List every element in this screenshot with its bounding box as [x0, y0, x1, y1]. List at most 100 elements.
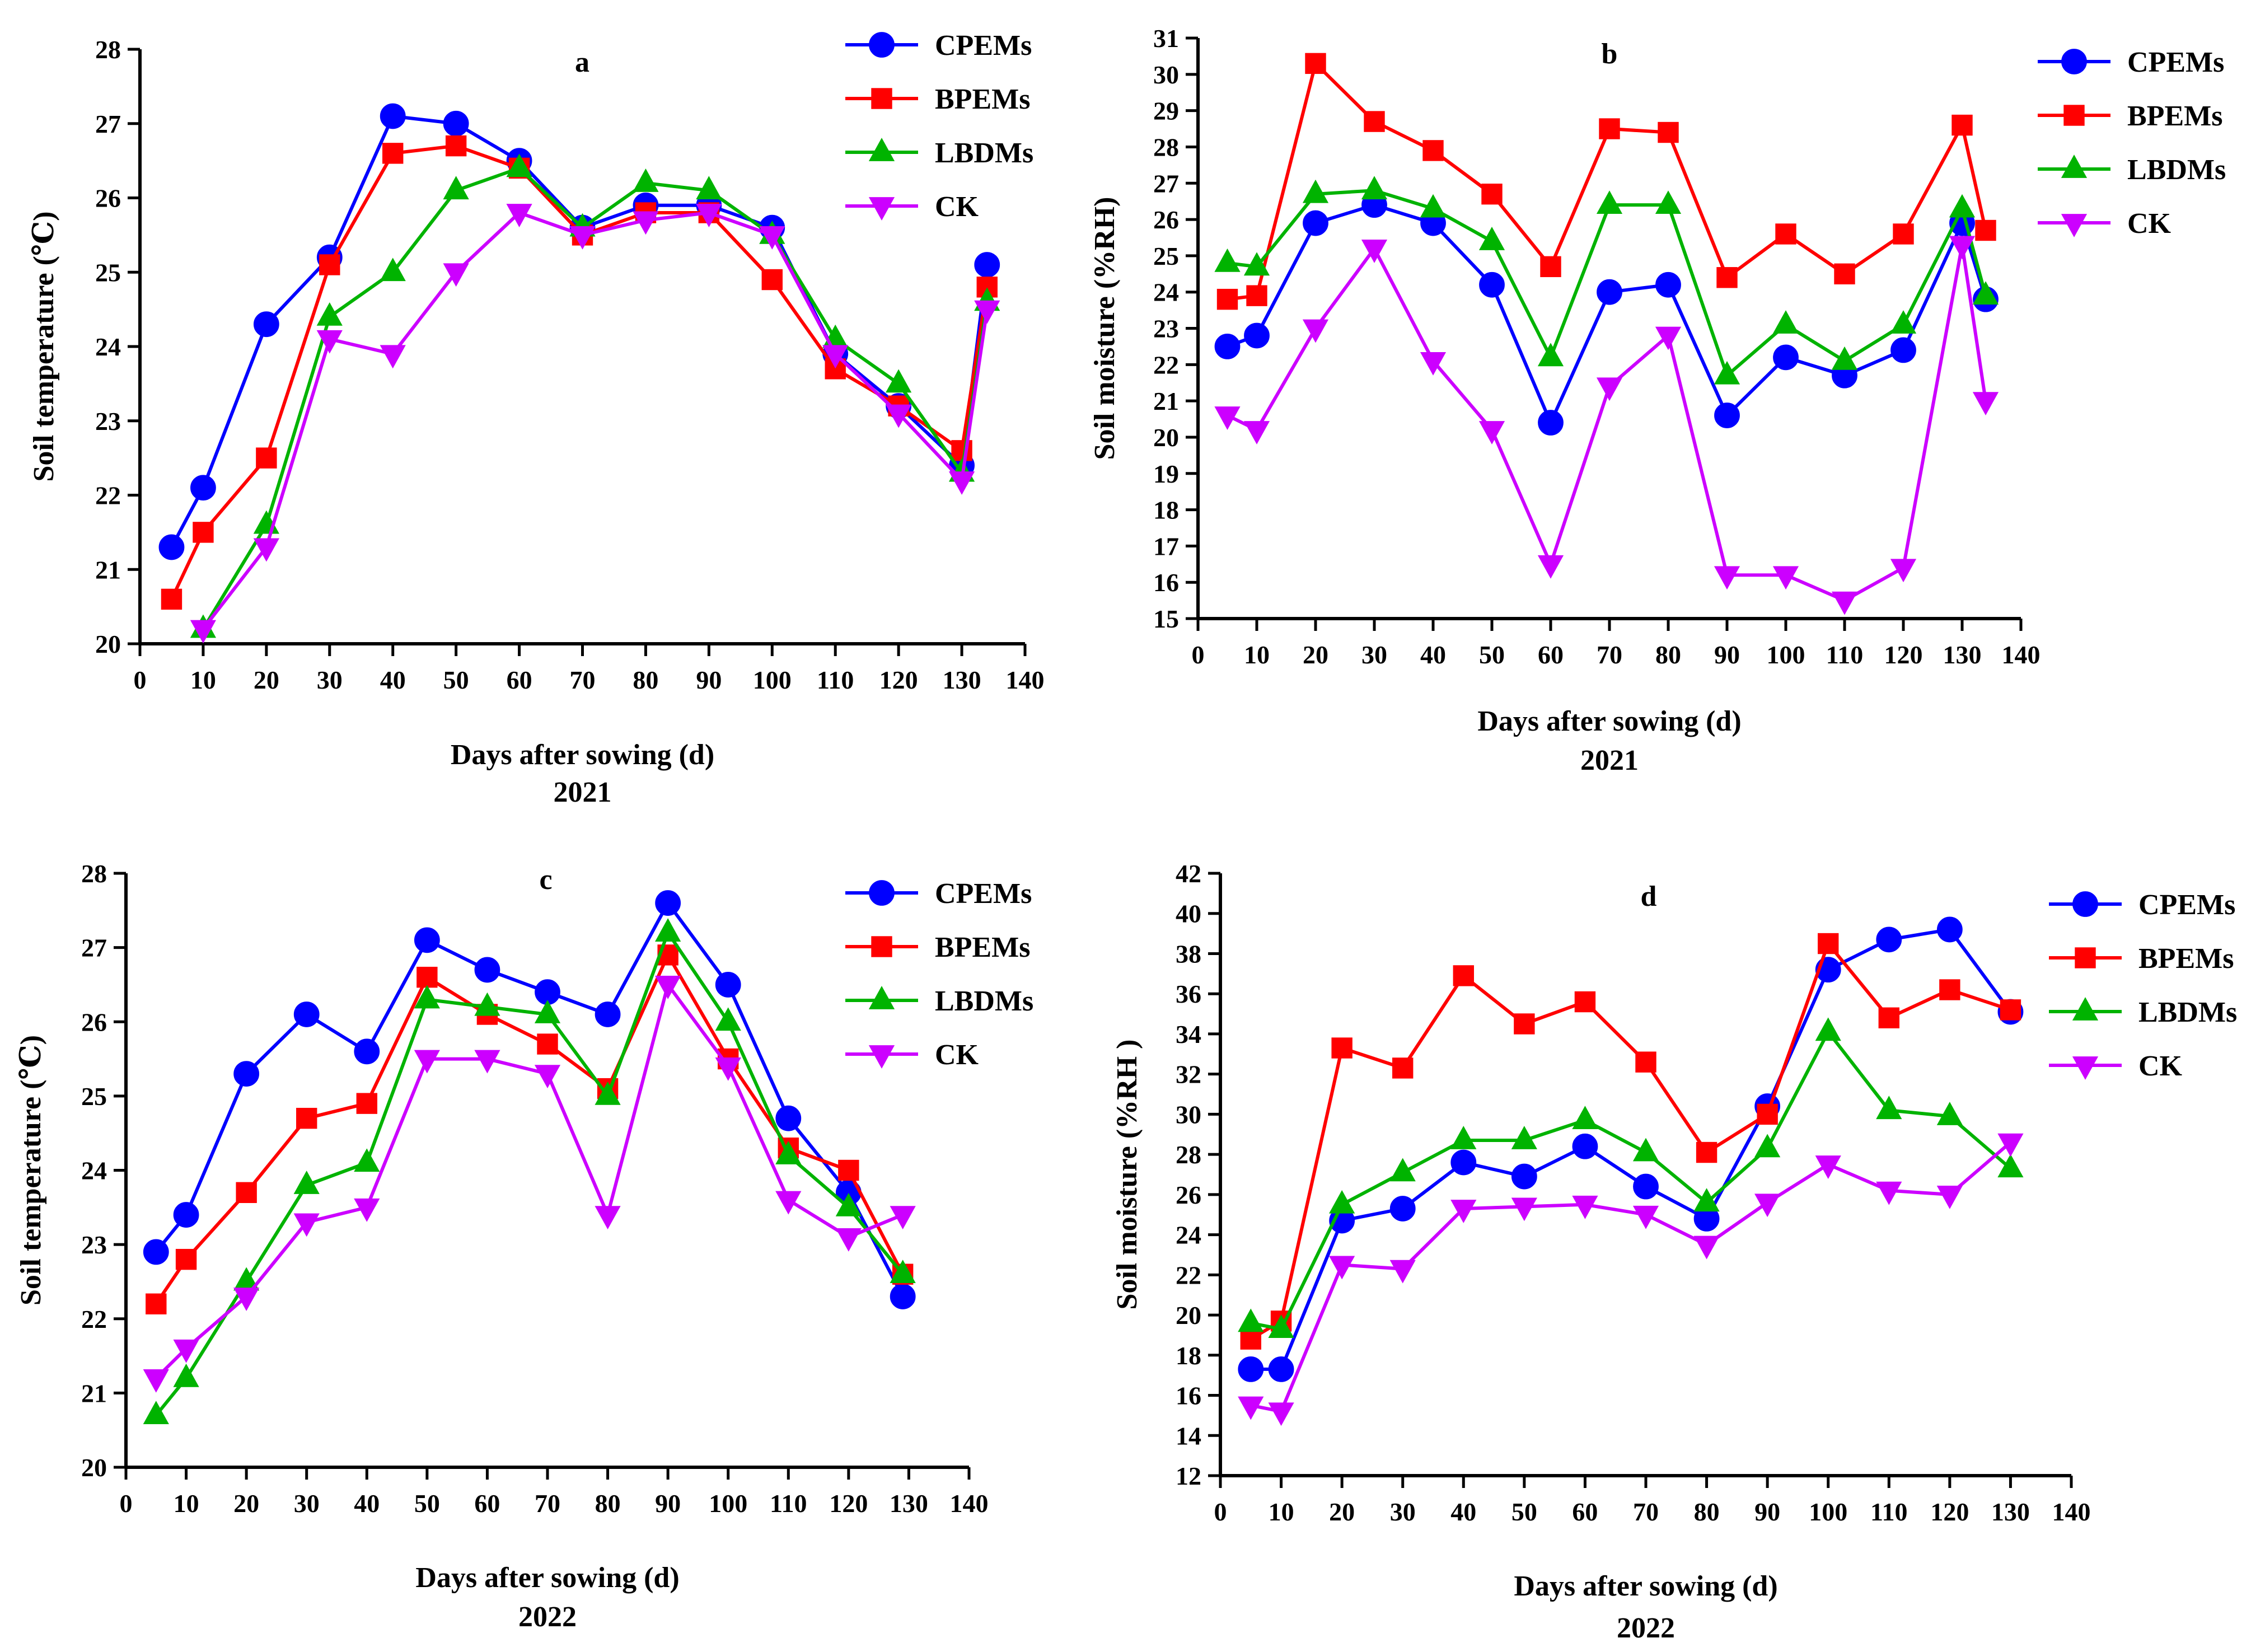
legend-label: CK: [935, 1039, 979, 1071]
legend-label: CK: [2127, 208, 2172, 240]
legend-entry-LBDMs: LBDMs: [845, 985, 1033, 1017]
x-tick-label: 70: [535, 1489, 560, 1518]
y-tick-label: 22: [95, 481, 121, 510]
data-point-BPEMs: [1514, 1013, 1535, 1035]
data-point-LBDMs: [143, 1401, 169, 1425]
legend-marker: [869, 880, 895, 906]
series-line-LBDMs: [202, 166, 989, 630]
y-tick-label: 24: [1153, 278, 1179, 307]
data-point-CPEMs: [143, 1239, 169, 1265]
data-point-LBDMs: [1268, 1314, 1294, 1339]
data-point-BPEMs: [1453, 965, 1474, 986]
legend-marker: [869, 32, 895, 58]
legend-entry-CK: CK: [2049, 1050, 2183, 1082]
data-point-CPEMs: [1936, 916, 1963, 943]
data-point-BPEMs: [1392, 1057, 1414, 1079]
data-point-BPEMs: [1481, 183, 1503, 205]
data-point-CK: [1754, 1194, 1781, 1218]
data-point-CPEMs: [1538, 410, 1564, 436]
data-point-CK: [569, 226, 596, 250]
data-point-LBDMs: [1754, 1134, 1781, 1158]
x-axis-label: Days after sowing (d): [415, 1562, 679, 1594]
data-point-CK: [506, 204, 532, 227]
data-point-CK: [1420, 352, 1447, 376]
data-point-CK: [474, 1050, 500, 1074]
data-point-LBDMs: [474, 992, 500, 1016]
data-point-CPEMs: [1655, 272, 1681, 298]
data-point-CPEMs: [1450, 1149, 1477, 1176]
series-BPEMs: [1216, 53, 1996, 310]
x-tick-label: 50: [414, 1489, 440, 1518]
series-CK: [190, 204, 1000, 644]
series-CPEMs: [1238, 916, 2024, 1382]
data-point-LBDMs: [1632, 1138, 1659, 1162]
series-CPEMs: [143, 890, 916, 1309]
data-point-CK: [1537, 555, 1564, 579]
legend-marker: [2072, 1056, 2099, 1080]
y-tick-label: 24: [81, 1157, 107, 1185]
series-CK: [1238, 1133, 2024, 1426]
data-point-BPEMs: [1540, 256, 1561, 278]
legend-entry-BPEMs: BPEMs: [2038, 100, 2222, 132]
x-tick-label: 120: [879, 666, 918, 694]
data-point-CK: [974, 300, 1000, 324]
x-tick-label: 30: [1361, 640, 1387, 669]
x-tick-label: 0: [1214, 1497, 1227, 1526]
data-point-LBDMs: [1890, 310, 1917, 334]
data-point-LBDMs: [354, 1148, 380, 1172]
y-tick-label: 23: [81, 1230, 107, 1259]
legend-entry-CK: CK: [845, 191, 979, 223]
legend-entry-CK: CK: [845, 1039, 979, 1071]
x-tick-label: 0: [134, 666, 147, 694]
y-tick-label: 38: [1176, 939, 1201, 968]
x-tick-label: 90: [655, 1489, 681, 1518]
x-tick-label: 30: [1390, 1497, 1416, 1526]
series-line-CPEMs: [170, 114, 989, 548]
data-point-LBDMs: [1243, 252, 1270, 276]
legend-marker: [2072, 891, 2098, 917]
data-point-LBDMs: [1238, 1308, 1264, 1332]
legend-label: BPEMs: [2127, 100, 2222, 132]
x-tick-label: 90: [1714, 640, 1740, 669]
data-point-LBDMs: [655, 918, 681, 942]
data-point-LBDMs: [1572, 1106, 1598, 1130]
y-tick-label: 26: [1176, 1181, 1201, 1209]
data-point-BPEMs: [319, 254, 340, 275]
x-tick-label: 50: [443, 666, 469, 694]
data-point-CPEMs: [173, 1202, 199, 1228]
y-tick-label: 40: [1176, 900, 1201, 928]
data-point-BPEMs: [1331, 1037, 1353, 1059]
data-point-CPEMs: [1511, 1163, 1537, 1190]
series-LBDMs: [1214, 176, 1999, 385]
x-tick-label: 90: [696, 666, 722, 694]
x-tick-label: 70: [1597, 640, 1622, 669]
y-tick-label: 28: [95, 35, 121, 64]
y-tick-label: 12: [1176, 1462, 1201, 1490]
data-point-CPEMs: [1268, 1356, 1294, 1382]
data-point-CK: [1450, 1200, 1477, 1223]
data-point-CPEMs: [1572, 1133, 1598, 1159]
series-LBDMs: [143, 918, 916, 1425]
x-tick-label: 0: [120, 1489, 133, 1518]
data-point-CK: [1389, 1260, 1416, 1284]
y-tick-label: 42: [1176, 859, 1201, 888]
data-point-CK: [1511, 1197, 1537, 1222]
legend-label: LBDMs: [2127, 154, 2226, 186]
data-point-BPEMs: [1216, 288, 1238, 310]
data-point-LBDMs: [233, 1267, 260, 1291]
legend-label: BPEMs: [2138, 943, 2234, 975]
x-tick-label: 40: [1450, 1497, 1476, 1526]
y-tick-label: 21: [81, 1379, 107, 1407]
data-point-LBDMs: [595, 1081, 621, 1105]
chart-panel-a: 0 10 20 30 40 50 60 70 80 90 100 110 120 130 140202122…: [28, 30, 1045, 808]
data-point-LBDMs: [1537, 343, 1564, 367]
y-tick-label: 16: [1153, 568, 1179, 597]
data-point-LBDMs: [1693, 1188, 1720, 1212]
x-tick-label: 130: [1943, 640, 1982, 669]
data-point-CK: [595, 1206, 621, 1229]
series-line-BPEMs: [170, 144, 989, 600]
legend-entry-CPEMs: CPEMs: [2049, 889, 2235, 921]
data-point-CK: [655, 976, 681, 999]
data-point-CK: [534, 1065, 561, 1089]
series-line-CK: [202, 211, 989, 630]
